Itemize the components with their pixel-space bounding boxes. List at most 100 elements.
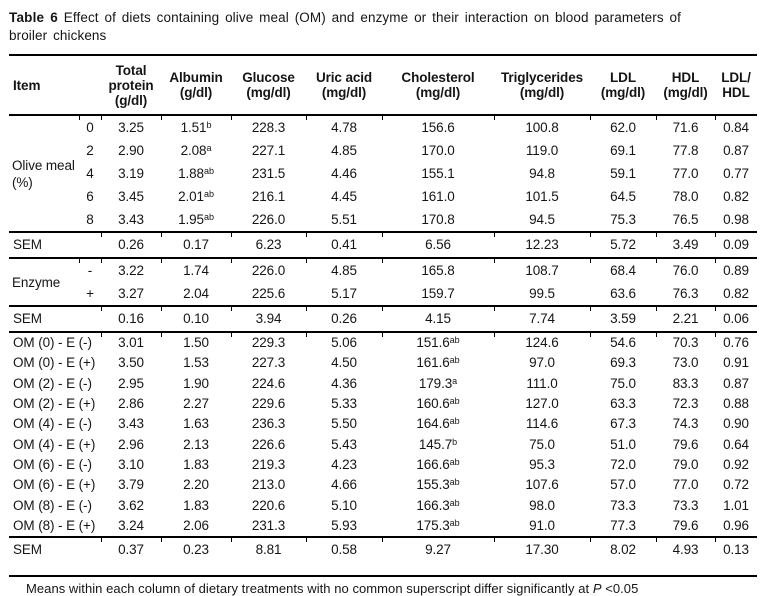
value-cell: 0.41 xyxy=(306,231,383,258)
value-cell: 0.98 xyxy=(723,211,749,227)
row-label: OM (8) - E (-) xyxy=(13,497,92,513)
value-cell: 77.3 xyxy=(610,517,636,533)
superscript: ab xyxy=(449,396,460,407)
superscript: ab xyxy=(449,335,460,346)
row-label: OM (4) - E (+) xyxy=(13,436,96,452)
value-cell: 2.20 xyxy=(183,477,209,493)
value-cell: 2.27 xyxy=(183,396,209,412)
table-number: Table 6 xyxy=(9,10,58,25)
value-cell: 226.0 xyxy=(231,257,307,282)
row-label: OM (4) - E (-) xyxy=(13,416,92,432)
footnote-divider xyxy=(9,574,757,577)
table-row: 4 3.19 1.88ab 231.5 4.46 155.1 94.8 59.1 77.0 0.7… xyxy=(9,162,757,185)
table-header: Item Total protein (g/dl) Albumin (g/dl) Gl… xyxy=(9,54,758,116)
level-cell: 4 xyxy=(86,165,94,181)
value-cell: 0.89 xyxy=(715,257,758,282)
value-cell: 0.26 xyxy=(101,231,162,258)
value-cell: 226.6 xyxy=(251,436,286,452)
superscript: ab xyxy=(449,497,460,508)
table-row: OM (6) - E (-) 3.10 1.83 219.3 4.23 166.6ab 95… xyxy=(9,455,757,475)
value-cell: 79.6 xyxy=(672,436,699,452)
value-cell: 175.3ab xyxy=(416,517,460,533)
table-title-text: Effect of diets containing olive meal (O… xyxy=(9,10,682,43)
sem-row: SEM 0.26 0.17 6.23 0.41 6.56 12.23 5.72 3.49 0.09 xyxy=(9,231,758,258)
value-cell: 0.82 xyxy=(723,285,749,301)
table-row: OM (0) - E (+) 3.50 1.53 227.3 4.50 161.6ab 97… xyxy=(9,353,757,373)
value-cell: 5.43 xyxy=(331,436,357,452)
column-header-item: Item xyxy=(9,54,102,116)
column-header-uric-acid: Uric acid (mg/dl) xyxy=(306,54,383,116)
value-cell: 161.6ab xyxy=(416,355,460,371)
value-cell: 159.7 xyxy=(421,285,455,301)
value-cell: 7.74 xyxy=(494,305,591,332)
blood-parameters-table: Item Total protein (g/dl) Albumin (g/dl) Gl… xyxy=(9,54,758,562)
value-cell: 166.6ab xyxy=(416,456,460,472)
value-cell: 227.1 xyxy=(251,142,286,158)
table-row: 2 2.90 2.08a 227.1 4.85 170.0 119.0 69.1 77.8 0.8… xyxy=(9,139,757,162)
value-cell: 62.0 xyxy=(590,115,657,139)
value-cell: 63.6 xyxy=(610,285,636,301)
superscript: b xyxy=(452,436,458,447)
value-cell: 160.6ab xyxy=(416,396,460,412)
value-cell: 231.3 xyxy=(251,517,286,533)
sem-label: SEM xyxy=(9,305,102,332)
value-cell: 5.17 xyxy=(331,285,357,301)
value-cell: 0.92 xyxy=(723,456,749,472)
row-label: OM (6) - E (+) xyxy=(13,477,96,493)
value-cell: 0.26 xyxy=(306,305,383,332)
level-cell: 0 xyxy=(79,115,102,139)
value-cell: 72.3 xyxy=(672,396,699,412)
value-cell: 0.82 xyxy=(723,188,749,204)
table-row: 6 3.45 2.01ab 216.1 4.45 161.0 101.5 64.5 78.0 0.… xyxy=(9,185,757,208)
value-cell: 8.02 xyxy=(590,535,657,562)
value-cell: 5.33 xyxy=(331,396,357,412)
table-row: OM (2) - E (+) 2.86 2.27 229.6 5.33 160.6ab 12… xyxy=(9,394,757,414)
value-cell: 155.3ab xyxy=(416,477,460,493)
value-cell: 8.81 xyxy=(231,535,307,562)
value-cell: 59.1 xyxy=(610,165,636,181)
value-cell: 91.0 xyxy=(529,517,555,533)
value-cell: 3.62 xyxy=(118,497,144,513)
footnote-text: Means within each column of dietary trea… xyxy=(26,580,593,596)
value-cell: 72.0 xyxy=(610,456,636,472)
value-cell: 1.83 xyxy=(183,497,209,513)
table-row: OM (6) - E (+) 3.79 2.20 213.0 4.66 155.3ab 10… xyxy=(9,475,757,495)
value-cell: 94.8 xyxy=(529,165,555,181)
value-cell: 6.23 xyxy=(231,231,307,258)
value-cell: 57.0 xyxy=(610,477,636,493)
value-cell: 161.0 xyxy=(421,188,455,204)
value-cell: 51.0 xyxy=(610,436,636,452)
table-row: OM (2) - E (-) 2.95 1.90 224.6 4.36 179.3a 111… xyxy=(9,374,757,394)
value-cell: 156.6 xyxy=(382,115,495,139)
table-row: OM (8) - E (-) 3.62 1.83 220.6 5.10 166.3ab 98… xyxy=(9,495,757,515)
value-cell: 2.21 xyxy=(656,305,716,332)
value-cell: 0.64 xyxy=(723,436,749,452)
column-header-total-protein: Total protein (g/dl) xyxy=(101,54,162,116)
footnote-threshold: <0.05 xyxy=(601,580,639,596)
superscript: ab xyxy=(449,456,460,467)
value-cell: 78.0 xyxy=(672,188,699,204)
table-row: OM (8) - E (+) 3.24 2.06 231.3 5.93 175.3ab 91… xyxy=(9,516,757,537)
column-header-cholesterol: Cholesterol (mg/dl) xyxy=(382,54,495,116)
value-cell: 229.3 xyxy=(231,330,307,354)
value-cell: 3.22 xyxy=(101,257,162,282)
value-cell: 0.09 xyxy=(715,231,758,258)
table-footnote: Means within each column of dietary trea… xyxy=(9,577,757,596)
value-cell: 220.6 xyxy=(251,497,286,513)
value-cell: 4.46 xyxy=(331,165,357,181)
table-row: Olive meal (%) 0 3.25 1.51b 228.3 4.78 156.6 10… xyxy=(9,115,758,190)
value-cell: 95.3 xyxy=(529,456,555,472)
value-cell: 76.0 xyxy=(656,257,716,282)
value-cell: 6.56 xyxy=(382,231,495,258)
value-cell: 236.3 xyxy=(251,416,286,432)
value-cell: 2.96 xyxy=(118,436,144,452)
value-cell: 164.6ab xyxy=(416,416,460,432)
column-header-ldl-hdl-ratio: LDL/ HDL xyxy=(715,54,758,116)
value-cell: 73.3 xyxy=(672,497,699,513)
value-cell: 3.50 xyxy=(118,355,144,371)
value-cell: 219.3 xyxy=(251,456,286,472)
value-cell: 3.25 xyxy=(101,115,162,139)
value-cell: 4.23 xyxy=(331,456,357,472)
value-cell: 1.74 xyxy=(161,257,232,282)
